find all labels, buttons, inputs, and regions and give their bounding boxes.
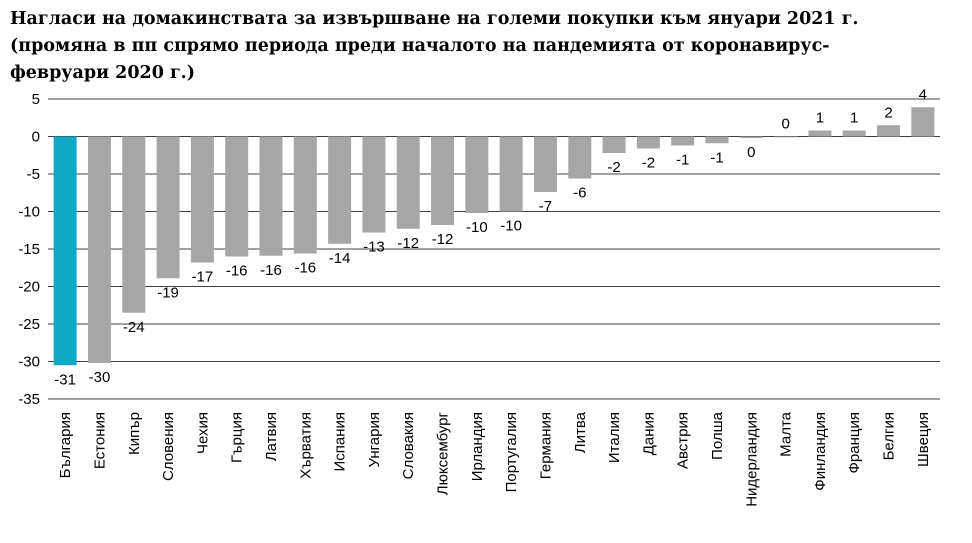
- bar: [671, 136, 695, 146]
- data-label: -16: [260, 262, 282, 279]
- y-tick-label: 0: [32, 129, 40, 146]
- data-label: -14: [329, 250, 351, 267]
- y-tick-label: -15: [18, 241, 40, 258]
- chart-title-line-1: Нагласи на домакинствата за извършване н…: [10, 9, 859, 29]
- y-tick-label: -10: [18, 204, 40, 221]
- bar: [568, 136, 592, 179]
- bar: [293, 136, 317, 254]
- y-axis-ticks: 5 0 -5 -10 -15 -20 -25 -30 -35: [18, 91, 40, 408]
- data-label: -16: [294, 260, 316, 277]
- bar: [87, 136, 111, 363]
- category-label: Люксембург: [435, 411, 452, 495]
- data-label: 0: [781, 116, 789, 133]
- bar: [396, 136, 420, 229]
- data-label: 2: [884, 104, 892, 121]
- data-label: -10: [500, 218, 522, 235]
- data-label: -2: [642, 155, 655, 172]
- y-tick-label: -35: [18, 391, 40, 408]
- bar: [636, 136, 660, 149]
- data-label: -16: [226, 263, 248, 280]
- bar: [225, 136, 249, 257]
- category-label: Испания: [332, 412, 349, 472]
- bar: [842, 130, 866, 137]
- data-label: -1: [676, 152, 689, 169]
- bar: [739, 136, 763, 138]
- y-tick-label: -20: [18, 279, 40, 296]
- category-label: Ирландия: [469, 412, 486, 481]
- bar: [808, 130, 832, 137]
- category-label: Белгия: [881, 412, 898, 460]
- gridlines: [48, 98, 940, 400]
- data-label: -12: [432, 231, 454, 248]
- category-label: Франция: [846, 412, 863, 473]
- y-tick-label: -5: [27, 166, 40, 183]
- category-label: Нидерландия: [743, 412, 760, 507]
- chart-title-line-3: февруари 2020 г.): [10, 63, 196, 83]
- category-label: Словения: [160, 412, 177, 481]
- category-label: Словакия: [400, 412, 417, 479]
- data-label: -7: [539, 198, 552, 215]
- category-label: България: [57, 412, 74, 478]
- bar: [602, 136, 626, 153]
- data-label: -31: [54, 371, 76, 388]
- data-label: -17: [192, 269, 214, 286]
- bar: [877, 125, 901, 137]
- bar: [53, 136, 77, 366]
- data-label: 1: [816, 110, 824, 127]
- bars: [53, 107, 935, 366]
- chart-title: Нагласи на домакинствата за извършване н…: [10, 6, 960, 87]
- data-label: -24: [123, 319, 145, 336]
- data-label: 0: [747, 144, 755, 161]
- category-label: Финландия: [812, 412, 829, 491]
- data-label: -30: [89, 369, 111, 386]
- data-label: 4: [919, 86, 927, 103]
- data-label: -6: [573, 185, 586, 202]
- category-label: Швеция: [915, 412, 932, 467]
- category-label: Германия: [537, 412, 554, 479]
- bar: [362, 136, 386, 233]
- bar: [431, 136, 455, 225]
- bar: [122, 136, 146, 313]
- data-label: -19: [157, 284, 179, 301]
- y-tick-label: 5: [32, 91, 40, 108]
- category-label: Полша: [709, 411, 726, 460]
- category-label: Кипър: [126, 412, 143, 455]
- category-label: Естония: [91, 412, 108, 469]
- category-label: Португалия: [503, 412, 520, 492]
- data-label: -13: [363, 239, 385, 256]
- bar: [911, 107, 935, 137]
- bar: [156, 136, 180, 279]
- x-axis-categories: България Естония Кипър Словения Чехия Гърция Л…: [57, 411, 932, 506]
- data-label: -1: [710, 149, 723, 166]
- category-label: Гърция: [229, 412, 246, 463]
- data-label: 1: [850, 110, 858, 127]
- category-label: Чехия: [194, 412, 211, 454]
- bar: [705, 136, 729, 144]
- bar: [533, 136, 557, 192]
- y-tick-label: -30: [18, 354, 40, 371]
- bar: [499, 136, 523, 212]
- category-label: Литва: [572, 411, 589, 453]
- data-label: -12: [397, 235, 419, 252]
- category-label: Хърватия: [297, 412, 314, 479]
- category-label: Латвия: [263, 412, 280, 461]
- bar: [328, 136, 352, 244]
- data-label: -2: [607, 159, 620, 176]
- category-label: Унгария: [366, 412, 383, 467]
- category-label: Дания: [640, 412, 657, 455]
- bar: [465, 136, 489, 213]
- data-label: -10: [466, 219, 488, 236]
- bar: [774, 136, 798, 138]
- chart-title-line-2: (промяна в пп спрямо периода преди начал…: [10, 36, 830, 56]
- category-label: Италия: [606, 412, 623, 463]
- data-labels: -31 -30-24-19-17 -16 -16 -16-14-13 -12 -12-10-…: [54, 86, 927, 388]
- category-label: Австрия: [675, 412, 692, 469]
- category-label: Малта: [778, 411, 795, 456]
- bar: [190, 136, 214, 263]
- y-tick-label: -25: [18, 316, 40, 333]
- bar: [259, 136, 283, 256]
